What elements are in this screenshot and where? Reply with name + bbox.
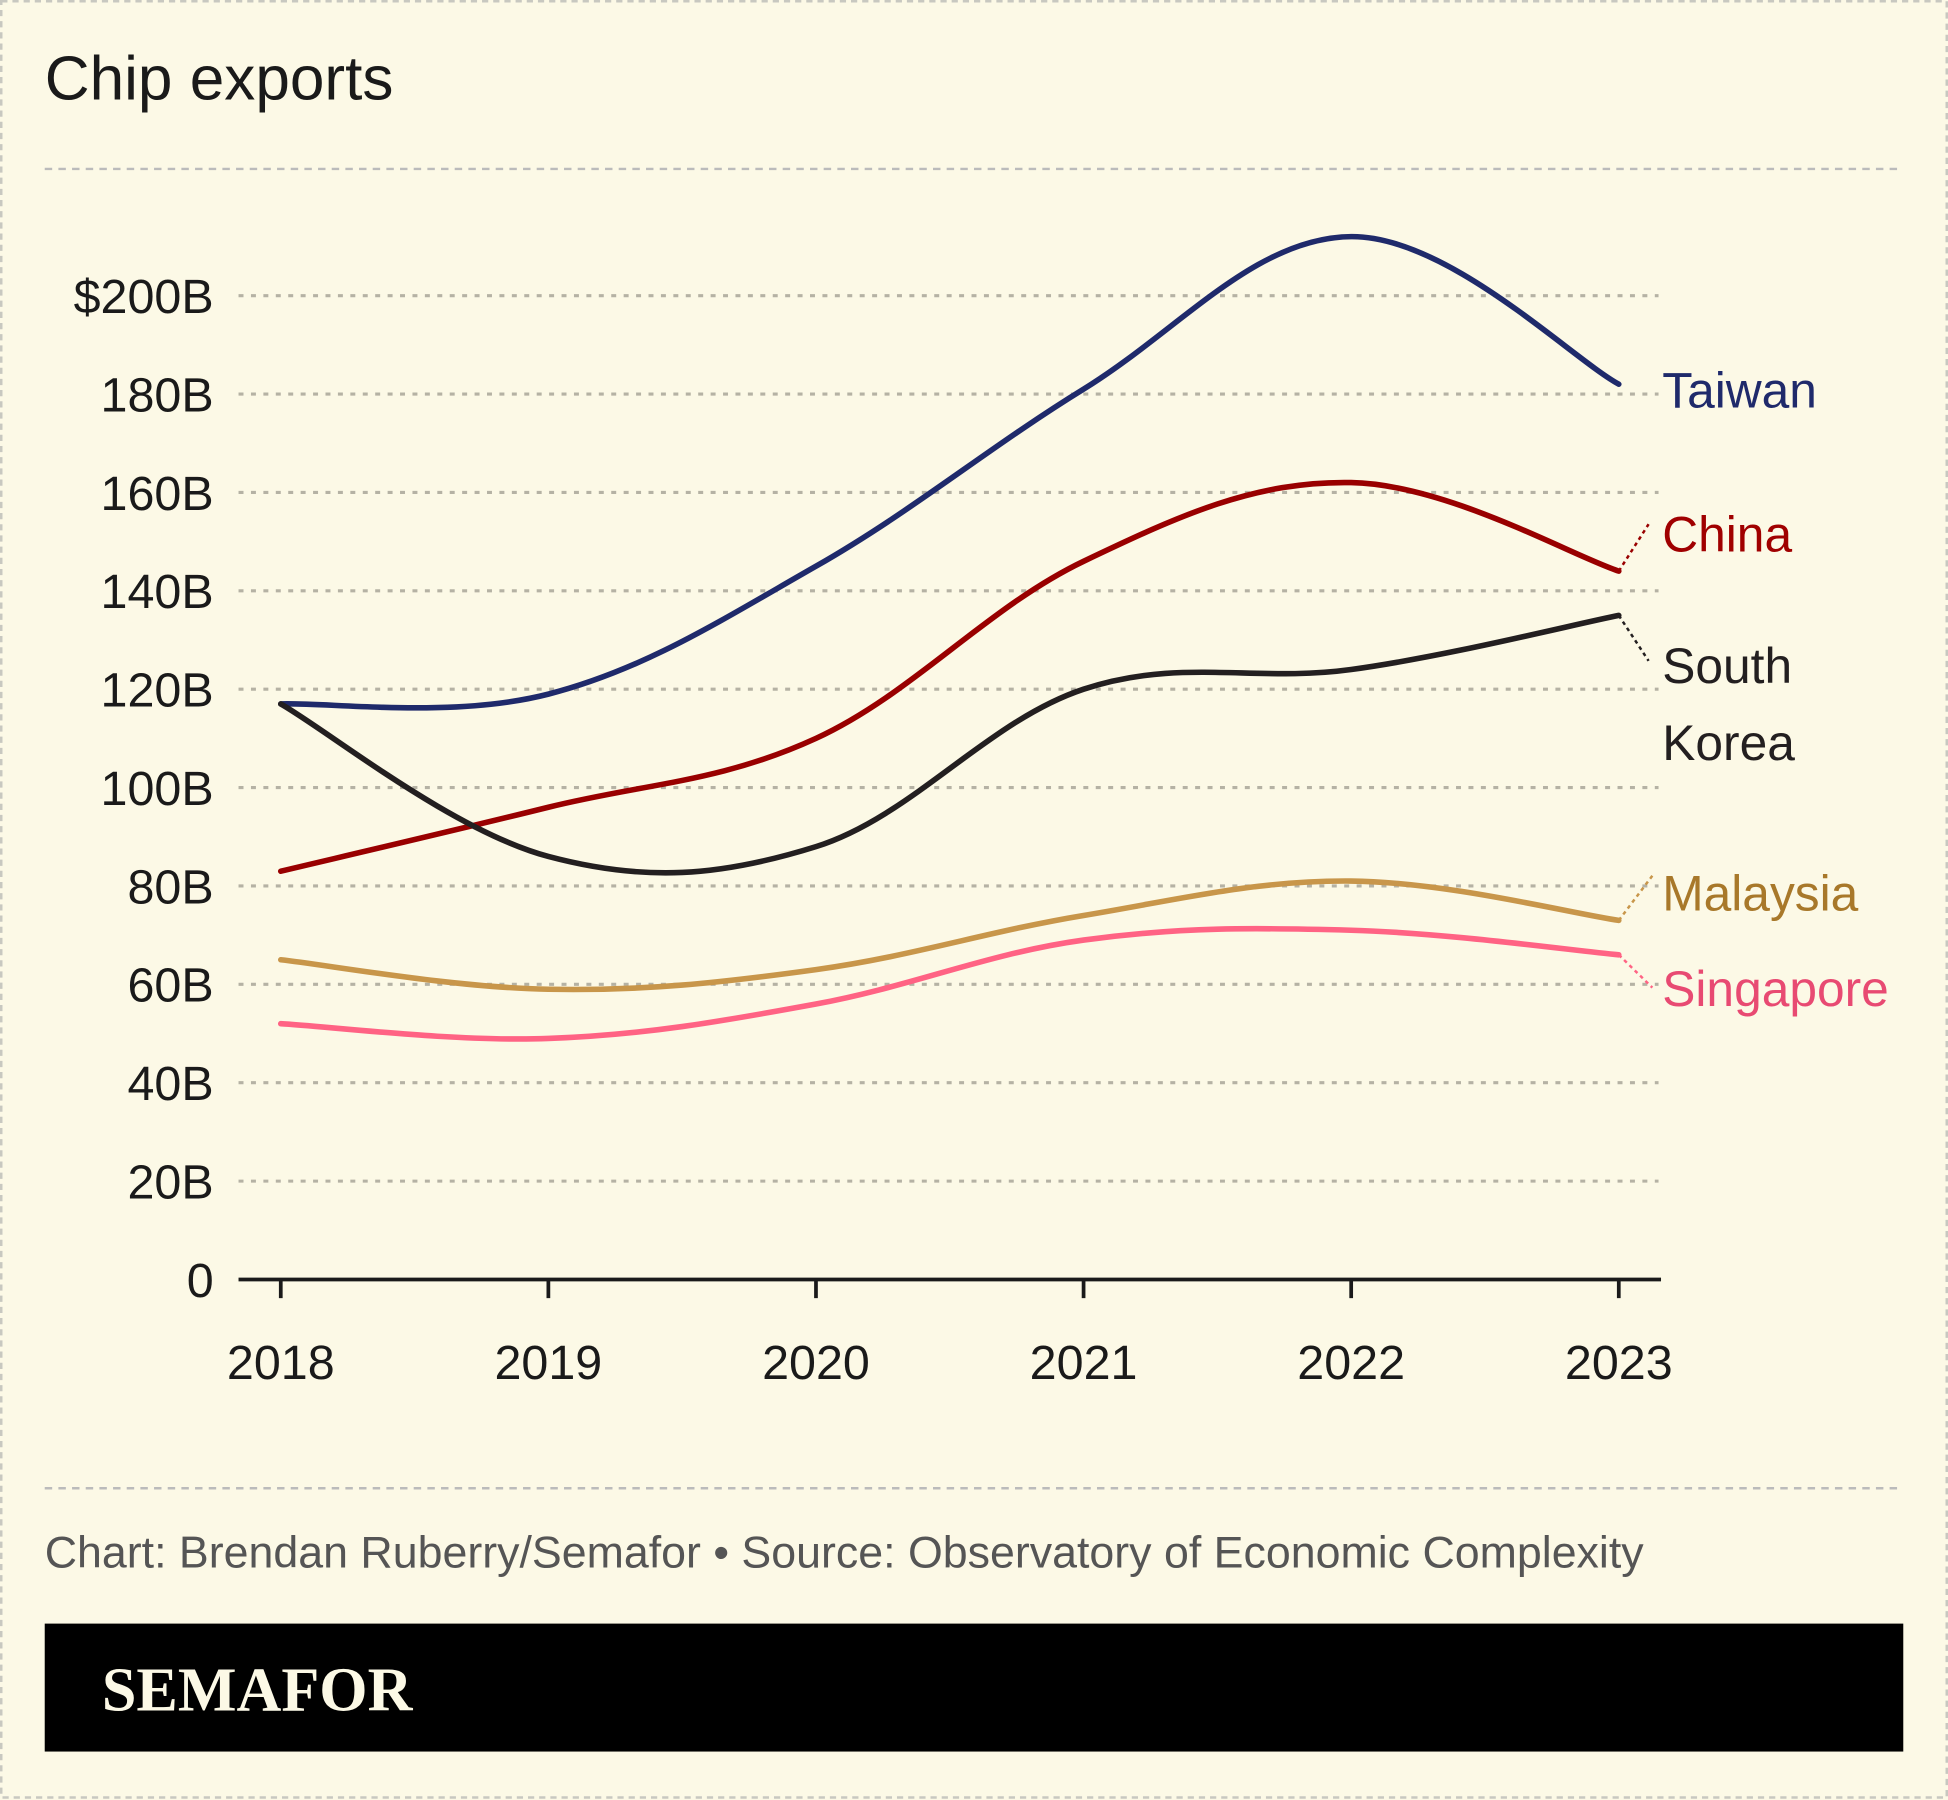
x-tick-label: 2021: [1030, 1336, 1138, 1390]
x-tick-label: 2018: [227, 1336, 335, 1390]
y-tick-label: 160B: [101, 467, 214, 521]
label-connector-singapore: [1617, 953, 1654, 989]
y-tick-label: $200B: [74, 270, 214, 324]
y-tick-label: 100B: [101, 762, 214, 816]
series-labels: Taiwan China South Korea Malaysia Singapore: [1617, 362, 1889, 1017]
series-label-singapore: Singapore: [1662, 961, 1889, 1017]
y-tick-label: 60B: [127, 959, 213, 1013]
source-credit: Chart: Brendan Ruberry/Semafor • Source:…: [45, 1529, 1645, 1578]
line-singapore: [277, 925, 1622, 1042]
series-label-china: China: [1662, 507, 1792, 563]
label-connector-china: [1617, 523, 1650, 572]
line-south-korea: [277, 612, 1622, 876]
x-tick-label: 2023: [1565, 1336, 1673, 1390]
y-tick-label: 180B: [101, 368, 214, 422]
x-axis: 2018 2019 2020 2021 2022 2023: [227, 1277, 1673, 1390]
semafor-logo: SEMAFOR: [102, 1657, 414, 1725]
y-tick-label: 40B: [127, 1057, 213, 1111]
series-label-taiwan: Taiwan: [1662, 362, 1817, 418]
brand-bar: [44, 1623, 1904, 1752]
y-axis: 0 20B 40B 60B 80B 100B 120B 140B 160B 180B $200B: [74, 270, 214, 1308]
y-tick-label: 20B: [127, 1156, 213, 1210]
line-taiwan: [277, 233, 1622, 711]
series-lines: [277, 233, 1622, 1042]
line-malaysia: [277, 878, 1622, 993]
y-tick-label: 80B: [127, 860, 213, 914]
y-tick-label: 120B: [101, 664, 214, 718]
label-connector-south-korea: [1617, 614, 1650, 662]
x-tick-label: 2020: [762, 1336, 870, 1390]
y-tick-label: 140B: [101, 565, 214, 619]
x-tick-label: 2019: [494, 1336, 602, 1390]
chart-title: Chip exports: [45, 44, 394, 113]
y-tick-label: 0: [187, 1254, 214, 1308]
x-tick-label: 2022: [1297, 1336, 1405, 1390]
label-connector-malaysia: [1617, 875, 1654, 922]
series-label-south-korea: Korea: [1662, 715, 1795, 771]
line-china: [277, 479, 1622, 874]
series-label-malaysia: Malaysia: [1662, 866, 1858, 922]
series-label-south-korea: South: [1662, 638, 1792, 694]
